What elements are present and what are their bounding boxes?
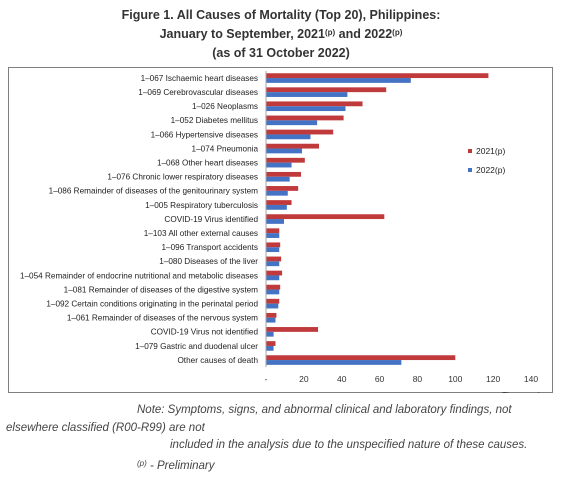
bar-2021 — [266, 242, 281, 248]
bar-2022 — [266, 303, 279, 309]
note-line-2: elsewhere classified (R00-R99) are not — [6, 422, 205, 434]
bar-2021 — [266, 200, 292, 205]
bar-2022 — [266, 176, 290, 182]
bar-2022 — [266, 78, 411, 83]
category-label: 1–026 Neoplasms — [192, 102, 258, 111]
chart-title-line-2: January to September, 2021(p) and 2022(p… — [0, 25, 562, 44]
bar-2022 — [266, 92, 348, 97]
bar-2022 — [266, 190, 288, 196]
bar-2021 — [266, 214, 385, 220]
x-tick-label: 140 — [524, 374, 538, 384]
category-label: COVID-19 Virus not identified — [151, 328, 259, 337]
bar-2022 — [266, 120, 318, 126]
category-label: 1–079 Gastric and duodenal ulcer — [135, 342, 258, 351]
preliminary-mark: (p) — [137, 459, 147, 468]
bar-2021 — [266, 284, 281, 290]
category-label: 1–052 Diabetes mellitus — [171, 116, 258, 125]
bar-2021 — [266, 143, 319, 149]
chart-title-line-1: Figure 1. All Causes of Mortality (Top 2… — [121, 8, 441, 22]
bar-2022 — [266, 204, 287, 210]
category-label: 1–066 Hypertensive diseases — [151, 130, 258, 139]
category-label: 1–069 Cerebrovascular diseases — [138, 88, 258, 97]
category-label: 1–068 Other heart diseases — [157, 158, 258, 167]
note-line-3: included in the analysis due to the unsp… — [170, 439, 528, 451]
title-period-2021: January to September, 2021 — [159, 27, 325, 41]
title-period-2022: and 2022 — [335, 27, 393, 41]
bar-2021 — [266, 228, 280, 234]
preliminary-note: (p) - Preliminary — [137, 458, 215, 474]
bar-2022 — [266, 148, 302, 154]
bar-2021 — [266, 270, 283, 276]
bar-2021 — [266, 312, 277, 318]
bar-2021 — [266, 341, 276, 346]
chart-title-line-3: (as of 31 October 2022) — [212, 46, 350, 60]
bar-2022 — [266, 275, 280, 281]
bar-2022 — [266, 162, 292, 168]
bar-2022 — [266, 134, 311, 140]
x-tick-label: 80 — [413, 374, 423, 384]
bar-2021 — [266, 87, 387, 93]
bar-2021 — [266, 256, 282, 262]
bar-2021 — [266, 186, 299, 191]
bar-2021 — [266, 129, 334, 135]
category-label: 1–067 Ischaemic heart diseases — [141, 74, 258, 83]
category-label: 1–074 Pneumonia — [192, 144, 259, 153]
x-axis-title: Thousands — [502, 390, 544, 393]
x-tick-label: 20 — [299, 374, 309, 384]
bar-2022 — [266, 247, 280, 253]
bar-2022 — [266, 289, 280, 295]
bar-2021 — [266, 73, 489, 79]
bar-2022 — [266, 219, 284, 224]
mortality-bar-chart: 1–067 Ischaemic heart diseases 1–069 Cere… — [8, 67, 553, 393]
bar-2022 — [266, 233, 280, 238]
category-label: 1–103 All other external causes — [144, 229, 258, 238]
category-label: 1–054 Remainder of endocrine nutritional… — [20, 271, 258, 280]
x-tick-label: 40 — [337, 374, 347, 384]
category-label: 1–081 Remainder of diseases of the diges… — [64, 285, 259, 294]
x-tick-label: - — [265, 374, 268, 384]
category-label: 1–086 Remainder of diseases of the genit… — [49, 187, 259, 196]
legend-swatch — [468, 168, 472, 172]
bar-2021 — [266, 157, 305, 163]
bar-2021 — [266, 115, 344, 121]
legend-swatch — [468, 149, 472, 153]
legend-label: 2022(p) — [476, 165, 505, 175]
bar-2021 — [266, 101, 363, 107]
bar-2022 — [266, 106, 346, 112]
bar-2022 — [266, 261, 280, 267]
bar-2021 — [266, 355, 456, 361]
category-label: 1–092 Certain conditions originating in … — [46, 299, 258, 308]
title-preliminary-mark-1: (p) — [324, 28, 336, 37]
bar-2021 — [266, 171, 302, 177]
note-line-1: Note: Symptoms, signs, and abnormal clin… — [137, 404, 512, 416]
category-label: 1–096 Transport accidents — [162, 243, 259, 252]
bar-2022 — [266, 317, 276, 323]
bar-2022 — [266, 345, 274, 351]
category-label: 1–080 Diseases of the liver — [159, 257, 258, 266]
bar-2022 — [266, 360, 402, 365]
bar-2022 — [266, 331, 274, 337]
category-label: 1–005 Respiratory tuberculosis — [145, 201, 258, 210]
x-tick-label: 100 — [448, 374, 462, 384]
legend-label: 2021(p) — [476, 146, 505, 156]
x-tick-label: 120 — [486, 374, 500, 384]
x-tick-label: 60 — [375, 374, 385, 384]
bar-2021 — [266, 298, 280, 304]
category-label: COVID-19 Virus identified — [164, 215, 258, 224]
preliminary-text: - Preliminary — [146, 460, 215, 472]
category-label: 1–076 Chronic lower respiratory diseases — [107, 173, 258, 182]
category-label: Other causes of death — [177, 356, 258, 365]
bar-2021 — [266, 327, 319, 332]
category-label: 1–061 Remainder of diseases of the nervo… — [67, 314, 258, 323]
title-preliminary-mark-2: (p) — [392, 28, 403, 37]
